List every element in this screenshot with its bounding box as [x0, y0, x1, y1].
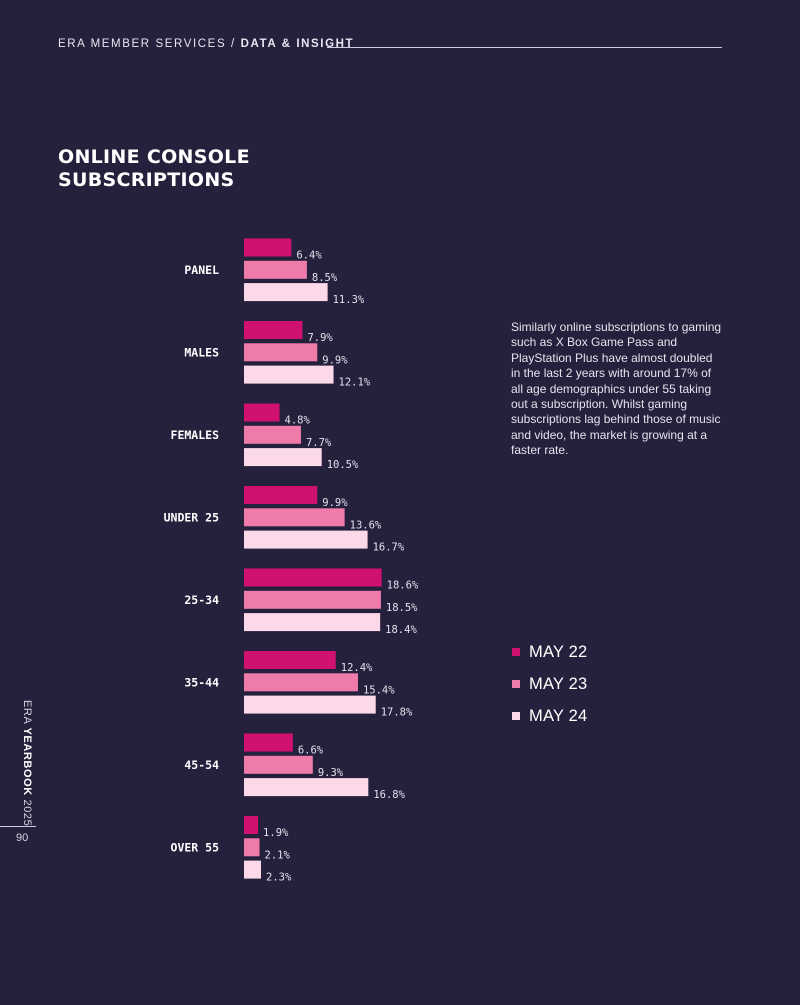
bar-may-24 — [244, 530, 368, 549]
bar-may-24 — [244, 695, 376, 714]
yearbook-era: ERA — [21, 700, 33, 724]
category-label: PANEL — [184, 263, 219, 277]
bar-may-23 — [244, 508, 345, 527]
chart-legend: MAY 22 MAY 23 MAY 24 — [512, 636, 587, 732]
bar-may-22 — [244, 733, 293, 752]
value-label: 7.9% — [307, 332, 333, 344]
bar-may-24 — [244, 365, 334, 384]
value-label: 16.8% — [373, 789, 405, 801]
legend-item: MAY 24 — [512, 700, 587, 732]
category-label: 25-34 — [184, 593, 219, 607]
legend-item: MAY 23 — [512, 668, 587, 700]
legend-label: MAY 22 — [529, 642, 588, 661]
category-label: FEMALES — [171, 428, 220, 442]
title-line-1: ONLINE CONSOLE — [58, 146, 250, 168]
bar-may-22 — [244, 321, 303, 339]
legend-label: MAY 24 — [529, 706, 588, 725]
value-label: 18.5% — [386, 602, 418, 614]
bar-may-24 — [244, 860, 262, 879]
value-label: 11.3% — [333, 294, 365, 306]
header-subsection: DATA & INSIGHT — [240, 38, 355, 50]
bar-may-23 — [244, 673, 358, 692]
bar-may-23 — [244, 343, 318, 362]
value-label: 10.5% — [327, 459, 359, 471]
bar-may-24 — [244, 613, 381, 632]
bar-may-24 — [244, 283, 328, 302]
bar-may-22 — [244, 651, 336, 669]
value-label: 2.3% — [266, 872, 292, 884]
legend-item: MAY 22 — [512, 636, 587, 668]
value-label: 12.4% — [341, 662, 373, 674]
value-label: 1.9% — [263, 827, 289, 839]
header-section: ERA MEMBER SERVICES / — [58, 38, 236, 50]
value-label: 18.4% — [385, 624, 417, 636]
value-label: 8.5% — [312, 272, 338, 284]
bar-may-23 — [244, 260, 307, 279]
legend-swatch — [512, 648, 520, 656]
page-title: ONLINE CONSOLE SUBSCRIPTIONS — [58, 146, 250, 192]
bar-may-22 — [244, 568, 382, 587]
value-label: 13.6% — [350, 519, 382, 531]
value-label: 9.9% — [322, 354, 348, 366]
value-label: 6.4% — [296, 250, 322, 262]
yearbook-label: ERA YEARBOOK 2025 — [21, 700, 33, 826]
category-label: 45-54 — [184, 758, 219, 772]
legend-label: MAY 23 — [529, 674, 588, 693]
value-label: 6.6% — [298, 745, 324, 757]
category-label: MALES — [184, 345, 219, 359]
header-divider — [327, 47, 722, 48]
yearbook-year: 2025 — [21, 799, 33, 827]
value-label: 9.3% — [318, 767, 344, 779]
category-label: UNDER 25 — [164, 510, 219, 524]
bar-may-23 — [244, 755, 313, 774]
value-label: 15.4% — [363, 684, 395, 696]
value-label: 4.8% — [285, 415, 311, 427]
bar-may-23 — [244, 425, 301, 444]
page-number: 90 — [16, 832, 29, 844]
section-header: ERA MEMBER SERVICES / DATA & INSIGHT — [58, 38, 354, 50]
value-label: 16.7% — [373, 542, 405, 554]
value-label: 18.6% — [387, 580, 419, 592]
category-label: 35-44 — [184, 675, 219, 689]
page-number-divider — [0, 826, 36, 827]
legend-swatch — [512, 712, 520, 720]
value-label: 7.7% — [306, 437, 332, 449]
category-label: OVER 55 — [171, 840, 220, 854]
yearbook-word: YEARBOOK — [21, 727, 33, 796]
bar-may-24 — [244, 448, 322, 467]
legend-swatch — [512, 680, 520, 688]
value-label: 9.9% — [322, 497, 348, 509]
bar-may-22 — [244, 816, 259, 834]
bar-may-23 — [244, 590, 381, 609]
bar-may-22 — [244, 238, 292, 257]
bar-may-22 — [244, 486, 318, 504]
value-label: 2.1% — [265, 849, 291, 861]
bar-may-23 — [244, 838, 260, 857]
bar-may-22 — [244, 403, 280, 422]
bar-may-24 — [244, 778, 369, 797]
value-label: 12.1% — [339, 377, 371, 389]
value-label: 17.8% — [381, 707, 413, 719]
chart-description: Similarly online subscriptions to gaming… — [511, 320, 722, 458]
title-line-2: SUBSCRIPTIONS — [58, 169, 235, 191]
